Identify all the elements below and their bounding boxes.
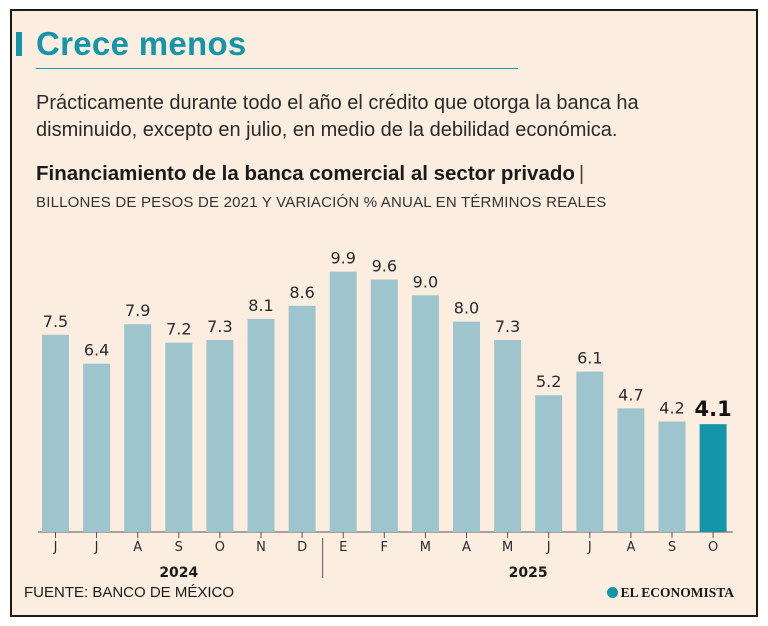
brand-logo: EL ECONOMISTA — [606, 585, 734, 601]
bar-chart: 7.5 J 6.4 J 7.9 A 7.2 S 7.3 O 8.1 N 8.6 D 9.9 E 9.6 F 9.0 M… — [38, 249, 733, 581]
bar-value-label: 4.2 — [659, 399, 684, 418]
bar-value-label: 9.6 — [372, 257, 397, 276]
x-tick-label: M — [420, 540, 431, 555]
bar — [83, 363, 111, 532]
x-tick-label: J — [94, 540, 99, 555]
bar-value-label: 8.0 — [454, 299, 479, 318]
bar — [658, 421, 686, 532]
bar-value-label: 7.3 — [495, 317, 520, 336]
bar — [42, 334, 69, 532]
x-tick-label: O — [215, 540, 225, 555]
x-tick-label: A — [626, 540, 635, 555]
bar — [247, 318, 275, 532]
x-tick-label: E — [339, 540, 347, 555]
chart-title-text: Financiamiento de la banca comercial al … — [36, 162, 575, 185]
brand-name: EL ECONOMISTA — [620, 585, 734, 600]
x-tick-label: D — [297, 540, 307, 555]
bar-value-label: 8.1 — [248, 296, 273, 315]
bar-value-label: 9.0 — [413, 272, 438, 291]
bar-value-label: 8.6 — [289, 283, 314, 302]
x-tick-label: S — [668, 540, 676, 555]
page-title: Crece menos — [36, 25, 247, 62]
bar-value-label: 4.1 — [694, 397, 731, 421]
chart-title-separator: | — [578, 162, 585, 185]
year-label: 2024 — [159, 565, 198, 581]
infographic-frame: Crece menos Prácticamente durante todo e… — [10, 9, 758, 617]
chart-subtitle: BILLONES DE PESOS DE 2021 Y VARIACIÓN % … — [36, 194, 607, 211]
source-note: FUENTE: BANCO DE MÉXICO — [24, 584, 235, 601]
title-accent-mark — [16, 32, 22, 56]
bar-value-label: 7.2 — [166, 320, 191, 339]
x-tick-label: S — [175, 540, 183, 555]
bar — [206, 340, 234, 532]
x-tick-label: F — [381, 540, 388, 555]
bar — [124, 324, 152, 532]
bar-value-label: 5.2 — [536, 372, 561, 391]
bar — [453, 321, 480, 532]
bar — [535, 395, 563, 532]
bar-value-label: 6.1 — [577, 349, 602, 368]
x-tick-label: A — [462, 540, 471, 555]
bar — [411, 295, 439, 532]
x-tick-label: J — [546, 540, 551, 555]
page-subtitle: Prácticamente durante todo el año el cré… — [36, 92, 639, 141]
title-divider — [36, 68, 518, 69]
bar — [494, 340, 522, 532]
bar — [329, 271, 357, 532]
bar — [288, 305, 316, 532]
bar-value-label: 7.9 — [125, 301, 150, 320]
bar-value-label: 9.9 — [330, 249, 355, 268]
x-tick-label: J — [53, 540, 58, 555]
bar — [576, 371, 604, 532]
bar — [617, 408, 645, 532]
bar-value-label: 4.7 — [618, 385, 643, 404]
el-economista-logo-icon — [606, 587, 618, 598]
bar-value-label: 6.4 — [84, 341, 109, 360]
x-tick-label: J — [587, 540, 592, 555]
bar-highlight — [699, 424, 727, 532]
x-tick-label: N — [256, 540, 266, 555]
x-tick-label: O — [708, 540, 718, 555]
x-tick-label: M — [502, 540, 513, 555]
bar-value-label: 7.3 — [207, 317, 232, 336]
x-tick-label: A — [133, 540, 142, 555]
chart-title: Financiamiento de la banca comercial al … — [36, 162, 584, 186]
bar — [370, 279, 398, 532]
year-label: 2025 — [509, 565, 548, 581]
bar — [165, 342, 193, 532]
bar-value-label: 7.5 — [43, 312, 68, 331]
